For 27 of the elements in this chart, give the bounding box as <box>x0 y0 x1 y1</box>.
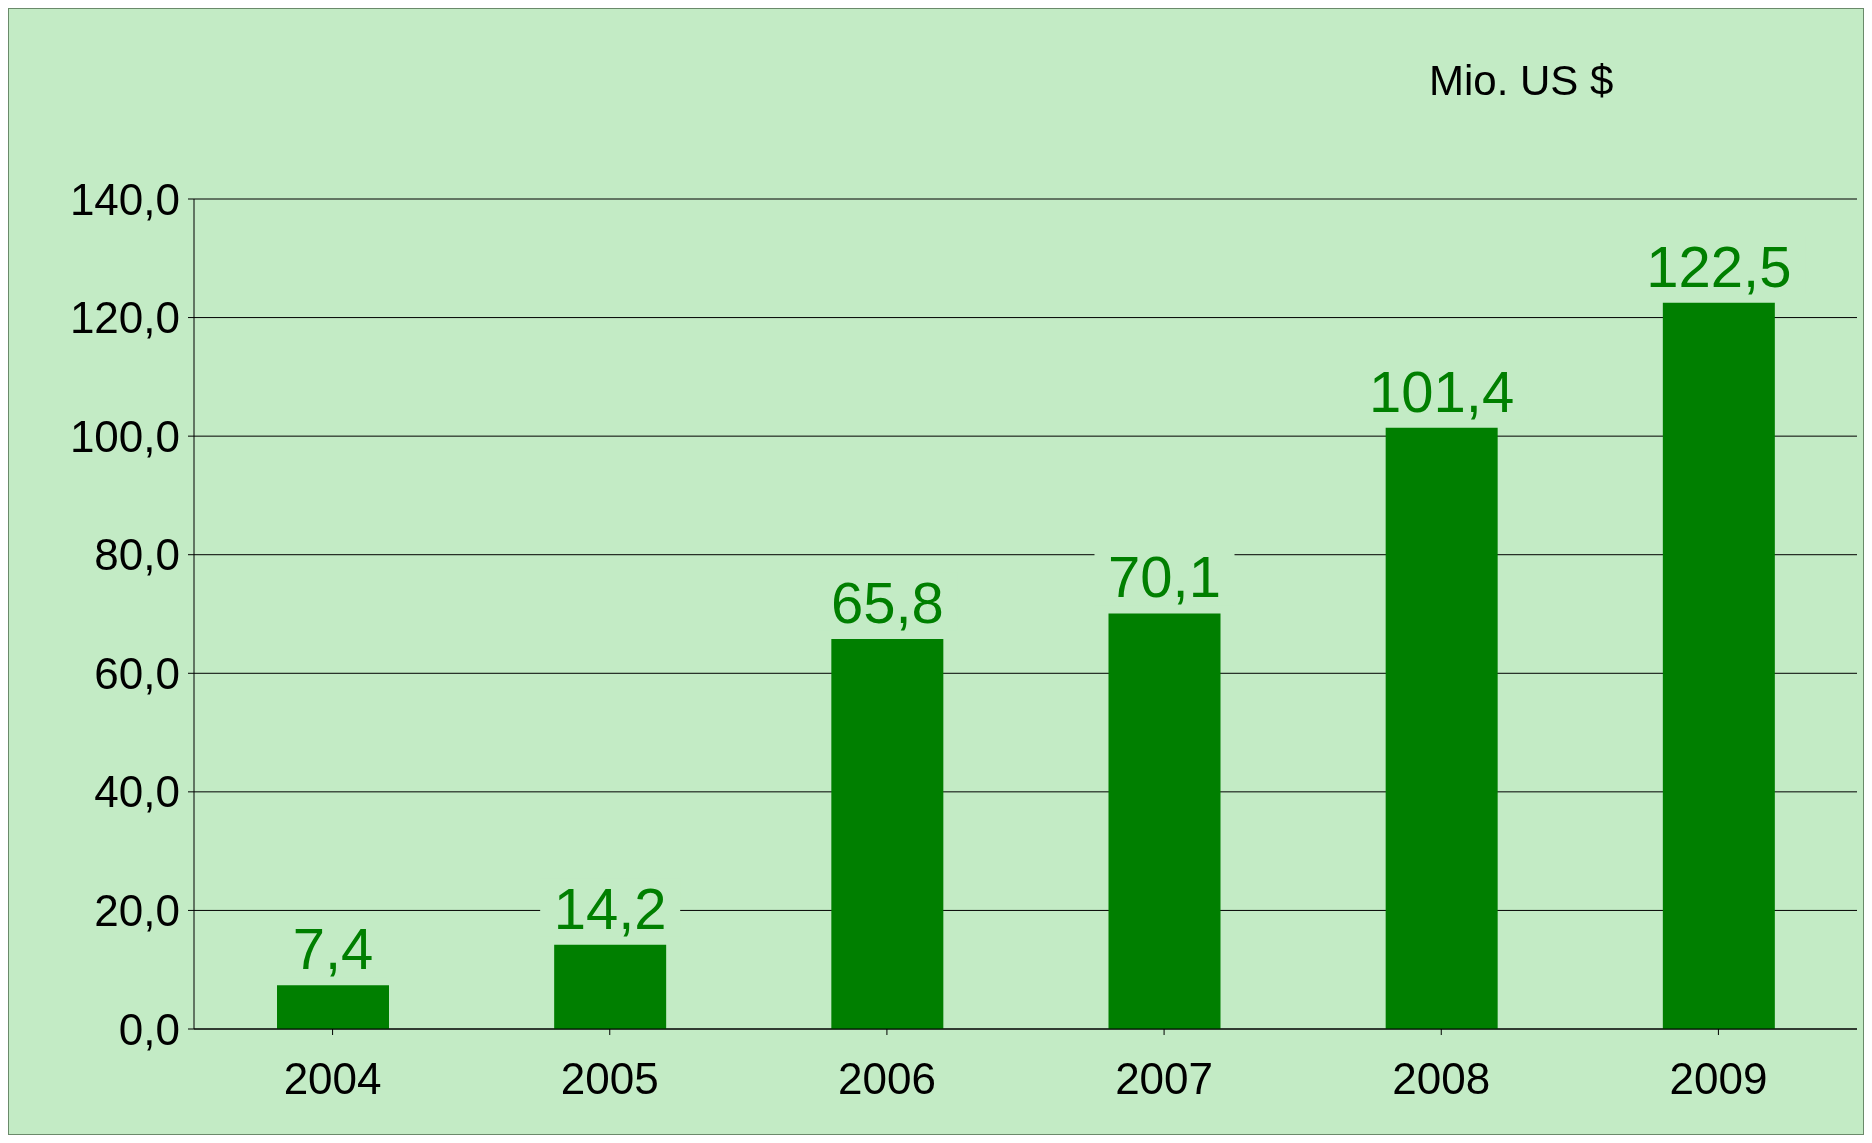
data-label: 70,1 <box>1108 544 1221 610</box>
data-label: 122,5 <box>1646 233 1792 299</box>
x-tick-label: 2007 <box>1115 1054 1214 1104</box>
y-tick-label: 80,0 <box>94 530 180 580</box>
y-tick-label: 0,0 <box>118 1004 180 1054</box>
bar <box>831 638 944 1029</box>
y-tick-label: 120,0 <box>69 293 180 343</box>
x-tick-label: 2008 <box>1392 1054 1491 1104</box>
y-tick-label: 100,0 <box>69 411 180 461</box>
bar <box>1662 302 1775 1029</box>
y-tick-label: 60,0 <box>94 648 180 698</box>
x-tick-label: 2006 <box>837 1054 936 1104</box>
x-tick-label: 2005 <box>560 1054 659 1104</box>
x-tick-label: 2004 <box>283 1054 382 1104</box>
data-label: 14,2 <box>553 875 667 941</box>
bar <box>277 985 389 1029</box>
y-axis-title: Mio. US $ <box>1429 57 1614 105</box>
data-label: 101,4 <box>1369 358 1515 424</box>
x-tick-label: 2009 <box>1669 1054 1768 1104</box>
bar <box>1108 613 1221 1029</box>
bar <box>1385 427 1498 1029</box>
data-label: 7,4 <box>292 916 374 982</box>
data-label: 65,8 <box>830 569 944 635</box>
y-tick-label: 20,0 <box>94 886 180 936</box>
y-tick-label: 40,0 <box>94 767 180 817</box>
y-tick-label: 140,0 <box>69 174 180 224</box>
bar <box>554 944 667 1029</box>
